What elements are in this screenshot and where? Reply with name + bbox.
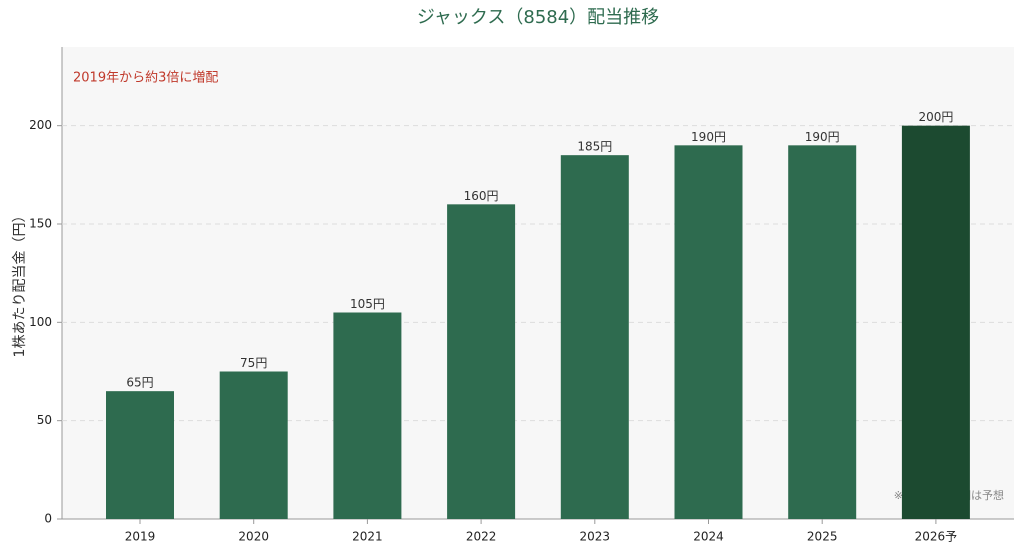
annotation: 2019年から約3倍に増配	[73, 71, 218, 86]
value-label: 190円	[691, 130, 726, 144]
value-label: 75円	[240, 356, 267, 370]
x-tick-label: 2022	[466, 530, 497, 544]
plot-area	[62, 47, 1014, 519]
y-tick-label: 50	[37, 413, 52, 427]
bar	[447, 204, 516, 520]
bar	[333, 312, 402, 519]
value-label: 200円	[918, 110, 953, 124]
value-label: 185円	[577, 140, 612, 154]
value-label: 65円	[126, 376, 153, 390]
bar	[788, 145, 857, 520]
x-tick-label: 2026予	[915, 530, 958, 544]
chart-title: ジャックス（8584）配当推移	[417, 7, 659, 28]
y-tick-label: 0	[44, 512, 52, 526]
x-tick-label: 2019	[125, 530, 156, 544]
x-tick-label: 2024	[693, 530, 724, 544]
value-label: 190円	[805, 130, 840, 144]
bar	[219, 371, 288, 519]
x-tick-label: 2025	[807, 530, 838, 544]
value-label: 160円	[464, 189, 499, 203]
bar	[106, 391, 174, 519]
y-tick-label: 100	[29, 315, 52, 329]
y-tick-label: 150	[29, 217, 52, 231]
x-tick-label: 2020	[238, 530, 269, 544]
x-tick-label: 2023	[580, 530, 611, 544]
bar	[674, 145, 743, 520]
x-tick-label: 2021	[352, 530, 383, 544]
bar	[560, 155, 629, 519]
y-tick-label: 200	[29, 118, 52, 132]
bar	[901, 125, 970, 520]
value-label: 105円	[350, 297, 385, 311]
y-axis-label: 1株あたり配当金（円）	[12, 209, 28, 358]
